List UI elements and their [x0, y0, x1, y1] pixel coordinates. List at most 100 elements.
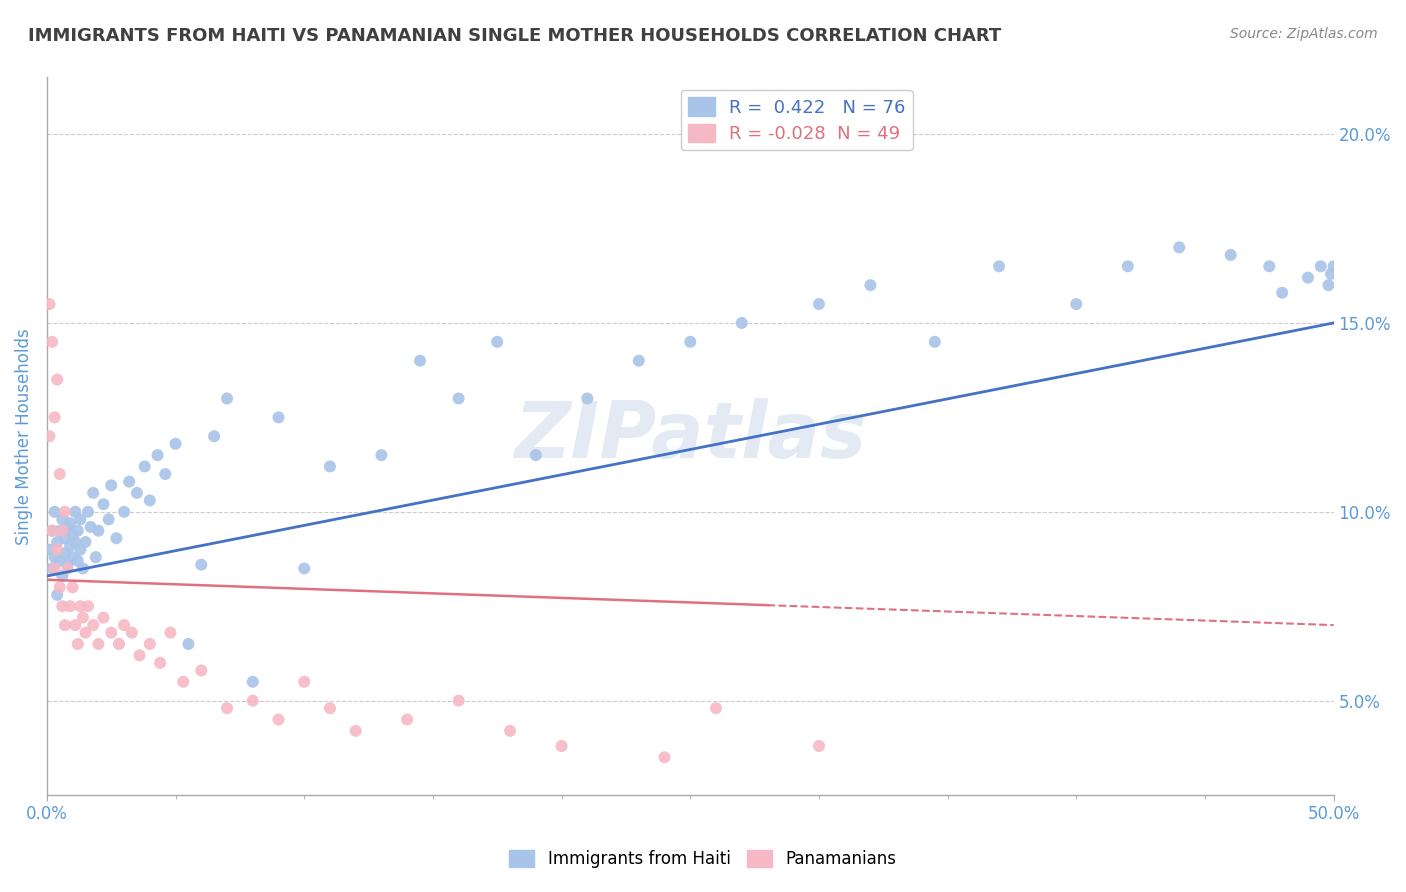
Point — [1116, 260, 1139, 274]
Point — [202, 429, 225, 443]
Point — [409, 353, 432, 368]
Point — [38, 297, 60, 311]
Point — [44, 410, 66, 425]
Point — [66, 554, 89, 568]
Point — [215, 701, 238, 715]
Point — [215, 392, 238, 406]
Point — [97, 512, 120, 526]
Point — [56, 561, 79, 575]
Point — [82, 486, 104, 500]
Point — [988, 260, 1011, 274]
Point — [100, 625, 122, 640]
Point — [172, 674, 194, 689]
Point — [63, 505, 86, 519]
Point — [41, 524, 63, 538]
Point — [319, 459, 342, 474]
Point — [69, 512, 91, 526]
Point — [41, 334, 63, 349]
Point — [38, 542, 60, 557]
Point — [62, 550, 84, 565]
Point — [63, 618, 86, 632]
Point — [1064, 297, 1087, 311]
Point — [46, 373, 69, 387]
Point — [59, 539, 82, 553]
Point — [62, 580, 84, 594]
Point — [59, 516, 82, 530]
Point — [105, 531, 128, 545]
Point — [344, 723, 367, 738]
Point — [396, 713, 419, 727]
Point — [292, 561, 315, 575]
Point — [370, 448, 392, 462]
Point — [1258, 260, 1281, 274]
Point — [79, 520, 101, 534]
Point — [1168, 240, 1191, 254]
Point — [87, 524, 110, 538]
Point — [51, 569, 73, 583]
Point — [72, 561, 94, 575]
Point — [41, 524, 63, 538]
Point — [62, 527, 84, 541]
Point — [77, 505, 100, 519]
Legend: Immigrants from Haiti, Panamanians: Immigrants from Haiti, Panamanians — [503, 843, 903, 875]
Point — [69, 542, 91, 557]
Point — [704, 701, 727, 715]
Point — [82, 618, 104, 632]
Text: ZIPatlas: ZIPatlas — [515, 398, 866, 475]
Point — [38, 429, 60, 443]
Point — [69, 599, 91, 614]
Point — [177, 637, 200, 651]
Point — [125, 486, 148, 500]
Point — [1309, 260, 1331, 274]
Point — [75, 535, 97, 549]
Point — [190, 558, 212, 572]
Point — [731, 316, 754, 330]
Point — [66, 524, 89, 538]
Point — [146, 448, 169, 462]
Point — [56, 520, 79, 534]
Point — [550, 739, 572, 753]
Point — [108, 637, 131, 651]
Point — [447, 392, 470, 406]
Point — [134, 459, 156, 474]
Point — [100, 478, 122, 492]
Point — [1317, 278, 1340, 293]
Legend: R =  0.422   N = 76, R = -0.028  N = 49: R = 0.422 N = 76, R = -0.028 N = 49 — [681, 90, 912, 151]
Point — [242, 674, 264, 689]
Point — [93, 497, 115, 511]
Point — [149, 656, 172, 670]
Point — [87, 637, 110, 651]
Point — [112, 618, 135, 632]
Point — [53, 546, 76, 560]
Point — [93, 610, 115, 624]
Point — [859, 278, 882, 293]
Point — [1296, 270, 1319, 285]
Point — [77, 599, 100, 614]
Point — [139, 493, 162, 508]
Point — [53, 618, 76, 632]
Point — [46, 535, 69, 549]
Point — [924, 334, 946, 349]
Point — [51, 524, 73, 538]
Point — [524, 448, 547, 462]
Point — [654, 750, 676, 764]
Point — [41, 561, 63, 575]
Point — [121, 625, 143, 640]
Y-axis label: Single Mother Households: Single Mother Households — [15, 328, 32, 545]
Point — [190, 664, 212, 678]
Point — [46, 588, 69, 602]
Point — [72, 610, 94, 624]
Point — [49, 524, 72, 538]
Point — [807, 297, 830, 311]
Point — [159, 625, 181, 640]
Point — [84, 550, 107, 565]
Point — [53, 505, 76, 519]
Point — [165, 437, 187, 451]
Point — [63, 535, 86, 549]
Point — [447, 693, 470, 707]
Point — [486, 334, 509, 349]
Point — [49, 554, 72, 568]
Point — [292, 674, 315, 689]
Point — [319, 701, 342, 715]
Point — [44, 550, 66, 565]
